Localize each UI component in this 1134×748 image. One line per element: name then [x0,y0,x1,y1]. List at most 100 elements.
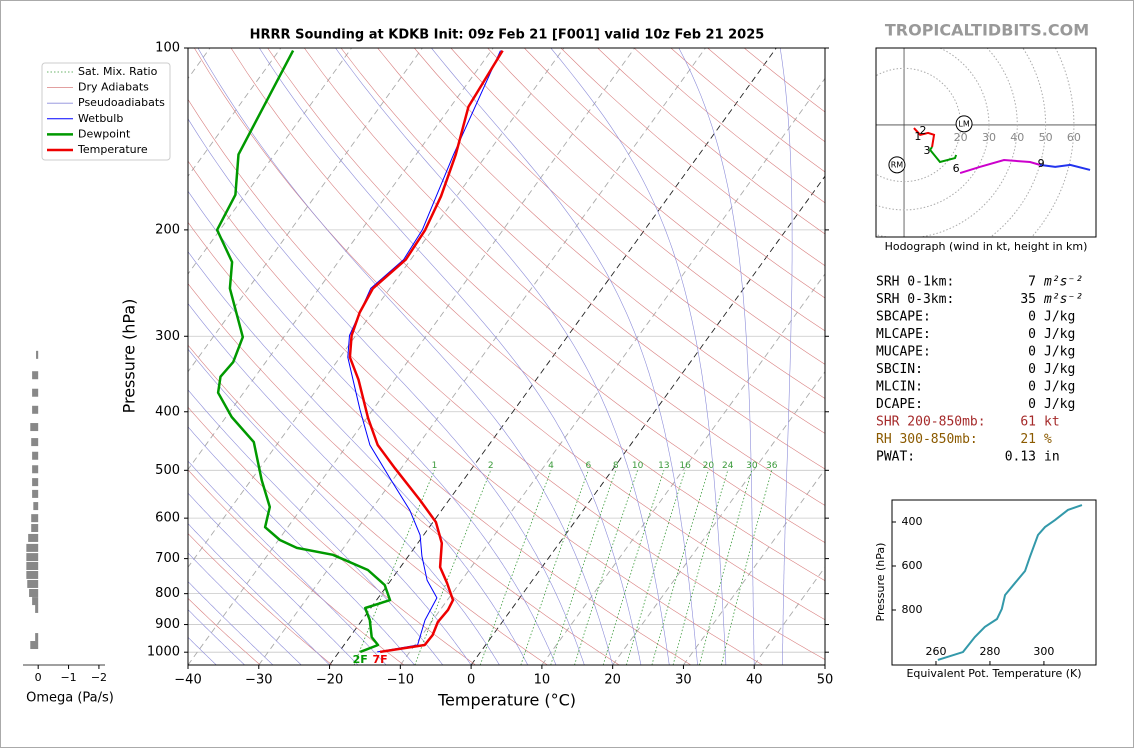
thetae-y-tick-label: 600 [902,559,923,572]
thetae-x-label: Equivalent Pot. Temperature (K) [906,667,1081,680]
stat-label: SRH 0-1km: [876,275,954,290]
omega-bar [27,579,39,588]
stat-value: 61 [1020,415,1036,430]
mixing-ratio-line [353,470,435,665]
dry-adiabat [340,48,825,470]
dry-adiabat [188,597,261,665]
dry-adiabat [188,160,763,665]
dry-adiabat [188,221,692,665]
legend [41,62,171,161]
stat-label: MUCAPE: [876,345,931,360]
isotherm [188,48,423,373]
hodo-ring [876,48,1018,237]
x-tick-label: −10 [387,673,414,688]
dry-adiabat [304,48,825,506]
mixing-ratio-label: 4 [548,461,554,471]
mixing-ratio-line [602,470,665,665]
stat-unit: J/kg [1044,345,1075,360]
stat-label: DCAPE: [876,397,923,412]
omega-tick-label: 0 [35,671,42,684]
x-tick-label: 10 [534,673,551,688]
dry-adiabat [188,533,333,665]
pseudoadiabat [779,48,793,665]
mixing-ratio-label: 8 [613,461,619,471]
hodo-height-label: 2 [920,124,927,137]
stat-unit: m²s⁻² [1043,275,1083,290]
x-tick-label: 50 [817,673,834,688]
hodo-height-label: 6 [953,162,960,175]
pseudoadiabat [188,552,302,665]
pseudoadiabat [188,389,444,665]
stat-unit: m²s⁻² [1043,292,1083,307]
omega-bar [32,597,39,606]
stat-label: SBCAPE: [876,310,931,325]
stat-unit: in [1044,450,1060,465]
stat-value: 7 [1028,275,1036,290]
stat-value: 0.13 [1005,450,1036,465]
mixing-ratio-line [414,470,492,665]
profile-line [348,49,504,654]
isotherm [470,175,825,665]
pseudoadiabat [188,492,359,665]
thetae-frame [891,499,1097,666]
dry-adiabat [194,48,825,621]
pseudoadiabat [550,48,727,665]
y-tick-label: 400 [155,404,180,419]
y-tick-label: 500 [155,463,180,478]
stat-unit: % [1044,432,1052,447]
mixing-ratio-line [699,470,753,665]
omega-tick-label: −1 [60,671,76,684]
legend-label: Temperature [77,143,148,156]
thetae-x-tick-label: 300 [1033,645,1054,658]
thetae-y-tick-label: 800 [902,603,923,616]
stat-value: 0 [1028,380,1036,395]
hodo-ring-label: 50 [1039,131,1053,144]
stat-unit: kt [1044,415,1060,430]
dry-adiabat [487,48,825,332]
dry-adiabat [188,344,548,665]
skewt-plot [188,48,825,665]
hodo-ring-label: 60 [1067,131,1081,144]
y-tick-label: 900 [155,617,180,632]
pseudoadiabat [188,523,330,665]
hodo-trace [928,146,958,164]
pseudoadiabat [188,303,500,665]
mixing-ratio-line [574,470,638,665]
y-tick-label: 1000 [147,645,180,660]
omega-bar [32,388,39,397]
mixing-ratio-line [479,470,552,665]
hodo-trace [959,159,1041,175]
omega-bar [26,570,39,579]
hodo-ring-label: 30 [982,131,996,144]
pseudoadiabat [197,48,613,665]
omega-bar [36,350,39,359]
isotherm [258,48,706,665]
dry-adiabat [377,48,825,434]
hodo-height-label: 3 [923,144,930,157]
pseudoadiabat [188,581,274,665]
x-tick-label: 30 [675,673,692,688]
hodo-ring [989,48,1047,237]
omega-label: Omega (Pa/s) [26,691,114,706]
dry-adiabat [188,469,405,665]
x-tick-label: −30 [245,673,272,688]
isotherm [541,273,825,665]
legend-label: Pseudoadiabats [78,96,165,109]
omega-bar [30,641,39,650]
omega-bar [32,451,39,460]
stat-unit: J/kg [1044,362,1075,377]
isotherm [188,48,565,569]
pseudoadiabat [188,609,245,665]
y-tick-label: 300 [155,329,180,344]
legend-label: Dry Adiabats [78,81,149,94]
omega-bar [32,465,39,474]
y-tick-label: 700 [155,551,180,566]
x-axis-label: Temperature (°C) [437,691,576,710]
omega-bar [32,478,39,487]
stat-value: 0 [1028,327,1036,342]
dry-adiabat [230,48,825,582]
hodo-height-label: 9 [1038,157,1045,170]
y-tick-label: 100 [155,41,180,56]
mixing-ratio-label: 24 [722,461,734,471]
x-tick-label: 40 [746,673,763,688]
